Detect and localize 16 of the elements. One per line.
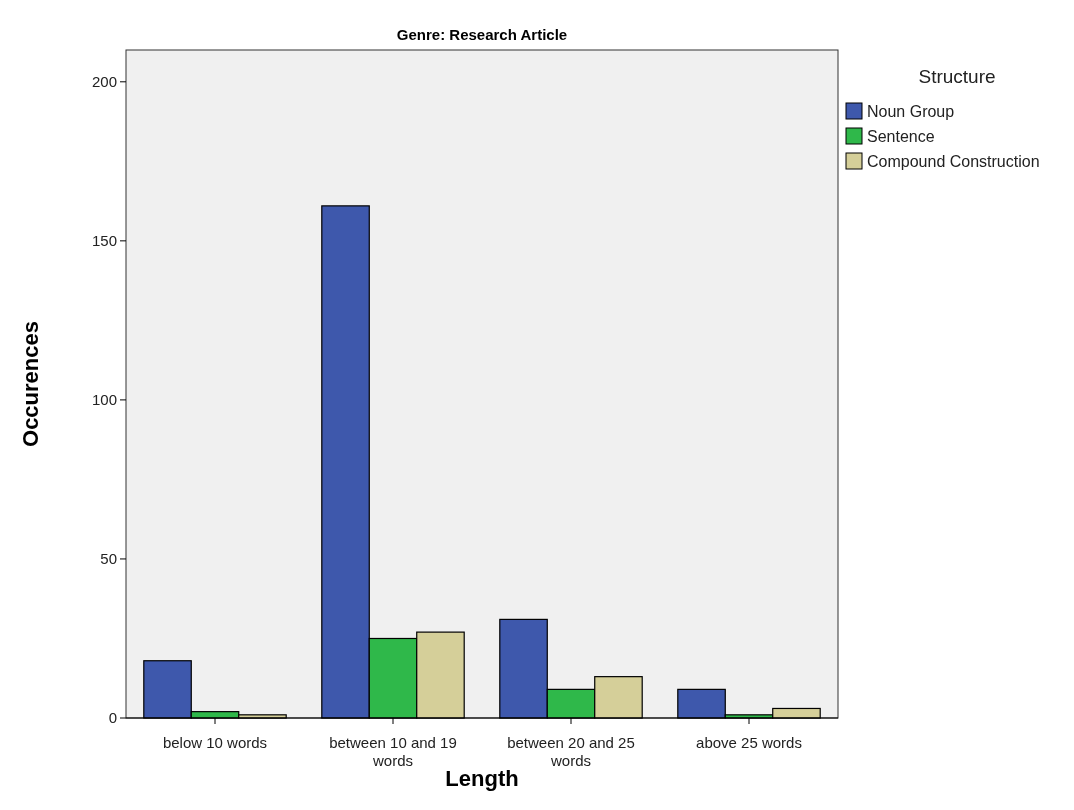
y-axis-title: Occurences bbox=[18, 321, 43, 447]
y-tick-label: 100 bbox=[91, 391, 117, 409]
y-tick-label: 200 bbox=[91, 73, 117, 91]
chart-title: Genre: Research Article bbox=[396, 26, 568, 43]
legend-label: Compound Construction bbox=[867, 152, 1040, 170]
legend-title: Structure bbox=[918, 66, 996, 87]
x-tick-label: below 10 words bbox=[162, 734, 268, 751]
y-tick-label: 150 bbox=[91, 232, 117, 250]
x-tick-label: above 25 words bbox=[696, 734, 802, 751]
x-tick-label: between 20 and 25 words bbox=[507, 734, 635, 769]
y-tick-label: 50 bbox=[100, 550, 117, 568]
y-tick-label: 0 bbox=[108, 709, 117, 727]
legend-label: Sentence bbox=[867, 127, 935, 145]
legend-label: Noun Group bbox=[867, 102, 955, 120]
x-tick-label: between 10 and 19 words bbox=[329, 734, 457, 769]
x-axis-title: Length bbox=[445, 766, 519, 791]
